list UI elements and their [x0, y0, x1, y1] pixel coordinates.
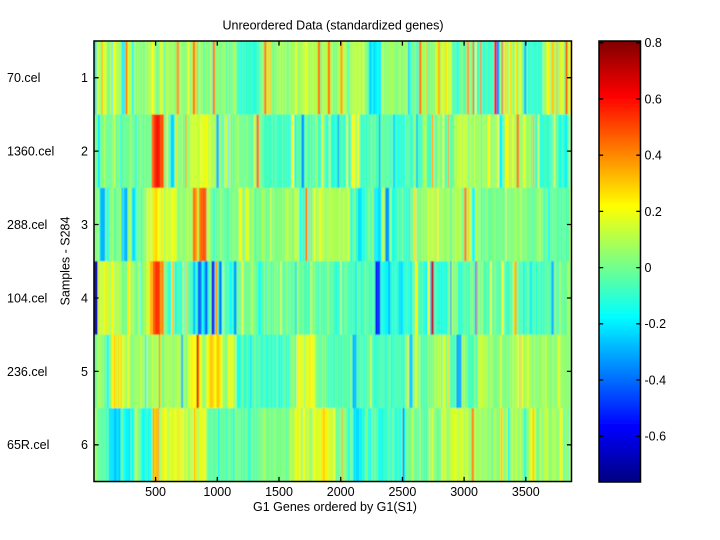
- svg-text:G1 Genes ordered by G1(S1): G1 Genes ordered by G1(S1): [253, 500, 417, 514]
- svg-text:500: 500: [145, 485, 166, 499]
- svg-text:4: 4: [81, 291, 88, 305]
- svg-text:1360.cel: 1360.cel: [7, 145, 54, 159]
- svg-text:Unreordered Data (standardized: Unreordered Data (standardized genes): [223, 19, 444, 33]
- svg-text:1000: 1000: [203, 485, 231, 499]
- svg-text:3: 3: [81, 218, 88, 232]
- svg-text:0.6: 0.6: [645, 92, 662, 106]
- svg-text:0.2: 0.2: [645, 205, 662, 219]
- svg-text:0: 0: [645, 261, 652, 275]
- svg-text:236.cel: 236.cel: [7, 365, 47, 379]
- svg-text:2: 2: [81, 145, 88, 159]
- svg-text:1: 1: [81, 71, 88, 85]
- svg-text:2500: 2500: [388, 485, 416, 499]
- svg-text:3500: 3500: [512, 485, 540, 499]
- svg-text:70.cel: 70.cel: [7, 71, 40, 85]
- svg-text:0.4: 0.4: [645, 149, 662, 163]
- svg-text:2000: 2000: [327, 485, 355, 499]
- svg-text:288.cel: 288.cel: [7, 218, 47, 232]
- svg-text:-0.2: -0.2: [645, 317, 667, 331]
- svg-text:5: 5: [81, 365, 88, 379]
- svg-text:Samples - S284: Samples - S284: [59, 216, 73, 305]
- svg-text:3000: 3000: [450, 485, 478, 499]
- svg-text:1500: 1500: [265, 485, 293, 499]
- svg-text:-0.4: -0.4: [645, 373, 667, 387]
- svg-text:0.8: 0.8: [645, 36, 662, 50]
- svg-text:-0.6: -0.6: [645, 430, 667, 444]
- svg-text:65R.cel: 65R.cel: [7, 438, 49, 452]
- svg-text:6: 6: [81, 438, 88, 452]
- svg-text:104.cel: 104.cel: [7, 291, 47, 305]
